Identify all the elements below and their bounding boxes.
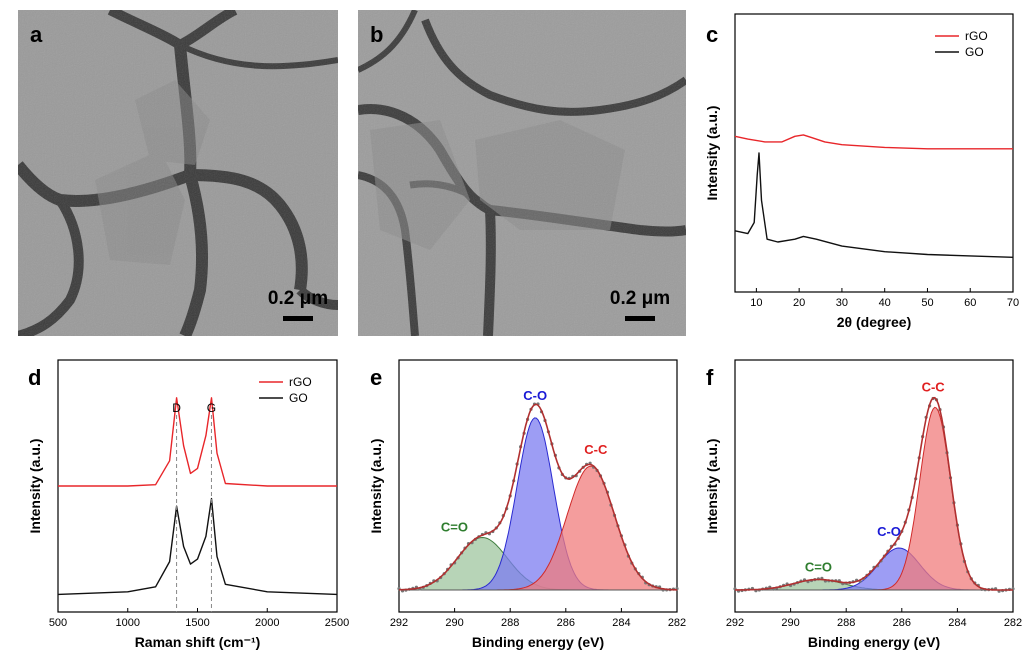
x-tick-label: 40 — [879, 297, 891, 309]
x-tick-label: 1000 — [116, 617, 140, 629]
scale-bar-label-b: 0.2 μm — [610, 288, 670, 309]
x-tick-label: 2500 — [325, 617, 349, 629]
scale-bar-b — [625, 316, 655, 321]
legend-entry: rGO — [965, 29, 988, 43]
plot-frame — [398, 359, 678, 613]
x-tick-label: 70 — [1007, 297, 1019, 309]
panel-label-c: c — [706, 22, 718, 47]
panel-label-a: a — [30, 22, 43, 47]
x-axis-label: Binding energy (eV) — [808, 634, 940, 650]
y-axis-label: Intensity (a.u.) — [704, 106, 720, 201]
plot-frame — [734, 359, 1014, 613]
series-line-go — [734, 152, 1014, 258]
peak-label: G — [207, 401, 216, 415]
peak-label: C-O — [877, 524, 901, 539]
x-tick-label: 286 — [893, 617, 911, 629]
x-tick-label: 290 — [781, 617, 799, 629]
fit-component-cc — [735, 406, 1013, 591]
panel-label-d: d — [28, 365, 41, 390]
peak-label: C-C — [922, 379, 946, 394]
fit-component-co — [399, 417, 677, 591]
fit-envelope — [734, 396, 1013, 591]
peak-label: C-O — [523, 388, 547, 403]
x-tick-label: 500 — [49, 617, 67, 629]
series-line-rgo — [734, 134, 1013, 150]
peak-label: C=O — [805, 560, 832, 575]
xps-chart-rgo: 292 290 288 286 284 282 Binding energy (eV) Int… — [704, 359, 1022, 650]
x-axis-label: 2θ (degree) — [837, 314, 911, 330]
x-tick-label: 50 — [921, 297, 933, 309]
x-tick-label: 288 — [837, 617, 855, 629]
scale-bar-a — [283, 316, 313, 321]
y-axis-label: Intensity (a.u.) — [704, 439, 720, 534]
legend-entry: rGO — [289, 375, 312, 389]
x-tick-label: 20 — [793, 297, 805, 309]
peak-label: C-C — [584, 442, 608, 457]
x-tick-label: 10 — [750, 297, 762, 309]
panel-a-tem-image — [18, 10, 338, 336]
x-tick-label: 284 — [948, 617, 966, 629]
legend-entry: GO — [289, 391, 308, 405]
x-axis-label: Binding energy (eV) — [472, 634, 604, 650]
x-tick-label: 282 — [1004, 617, 1022, 629]
fit-envelope — [398, 403, 677, 591]
x-tick-label: 2000 — [255, 617, 279, 629]
y-axis-label: Intensity (a.u.) — [368, 439, 384, 534]
scale-bar-label-a: 0.2 μm — [268, 288, 328, 309]
x-tick-label: 282 — [668, 617, 686, 629]
raman-chart: 500 1000 1500 2000 2500 Raman shift (cm⁻¹) Int… — [27, 359, 349, 650]
x-tick-label: 290 — [445, 617, 463, 629]
y-axis-label: Intensity (a.u.) — [27, 439, 43, 534]
xrd-chart: 10 20 30 40 50 60 70 2θ (degree) Intensity (a.u.… — [704, 13, 1019, 330]
panel-b-tem-image — [358, 10, 686, 336]
x-tick-label: 288 — [501, 617, 519, 629]
legend-entry: GO — [965, 45, 984, 59]
x-tick-label: 60 — [964, 297, 976, 309]
x-tick-label: 292 — [390, 617, 408, 629]
peak-label: C=O — [441, 520, 468, 535]
series-line-rgo — [58, 397, 337, 487]
x-tick-label: 1500 — [185, 617, 209, 629]
x-tick-label: 284 — [612, 617, 630, 629]
x-tick-label: 30 — [836, 297, 848, 309]
peak-label: D — [172, 401, 181, 415]
plot-frame — [734, 13, 1014, 293]
panel-label-b: b — [370, 22, 383, 47]
xps-chart-go: 292 290 288 286 284 282 Binding energy (eV) Int… — [368, 359, 686, 650]
panel-label-f: f — [706, 365, 714, 390]
panel-label-e: e — [370, 365, 382, 390]
x-tick-label: 286 — [557, 617, 575, 629]
x-axis-label: Raman shift (cm⁻¹) — [135, 634, 261, 650]
series-line-go — [57, 497, 338, 596]
x-tick-label: 292 — [726, 617, 744, 629]
